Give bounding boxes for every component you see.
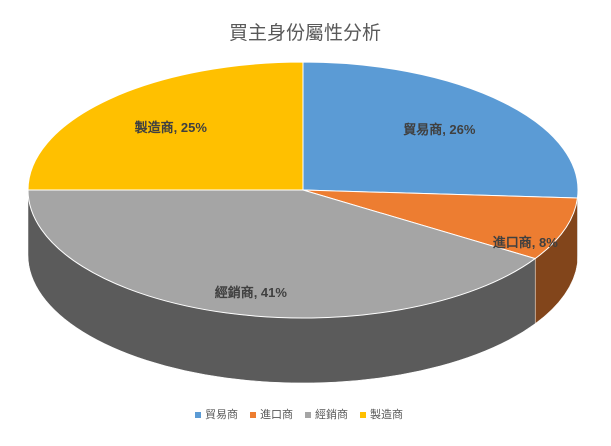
data-label: 進口商, 8% <box>493 235 558 250</box>
chart-title: 買主身份屬性分析 <box>229 22 381 44</box>
legend-label: 貿易商 <box>205 407 238 421</box>
legend-label: 製造商 <box>370 407 403 421</box>
data-label: 經銷商, 41% <box>215 285 288 300</box>
legend-label: 經銷商 <box>315 407 348 421</box>
legend-swatch <box>360 412 366 418</box>
data-label: 製造商, 25% <box>134 120 208 135</box>
slice <box>27 189 537 319</box>
slice <box>302 189 579 260</box>
slice <box>302 61 579 199</box>
legend-label: 進口商 <box>260 407 293 421</box>
legend-swatch <box>305 412 311 418</box>
legend-swatch <box>250 412 256 418</box>
data-label: 貿易商, 26% <box>403 122 476 137</box>
slice <box>27 61 304 191</box>
legend-swatch <box>195 412 201 418</box>
